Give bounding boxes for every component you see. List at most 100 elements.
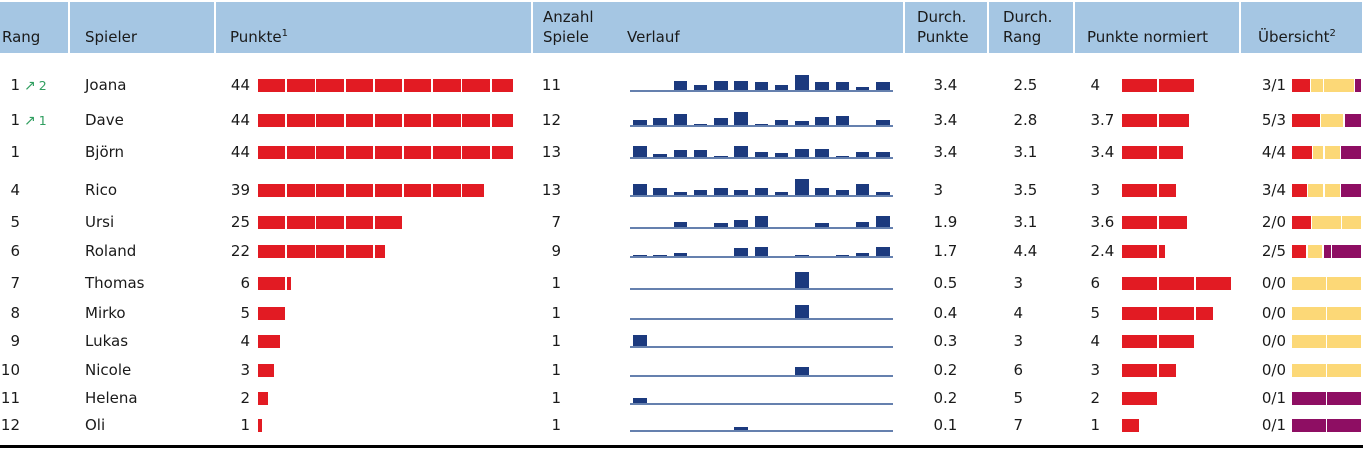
overview-segment bbox=[1321, 113, 1343, 127]
sparkline-bar bbox=[875, 192, 890, 195]
rank-change-value: 1 bbox=[38, 112, 47, 128]
overview-label: 3/4 bbox=[1261, 180, 1286, 199]
overview-bar bbox=[1292, 78, 1361, 92]
overview-bar bbox=[1292, 363, 1361, 377]
points-bar-segment bbox=[258, 183, 286, 197]
table-row: 1 ↗ 2 Joana 44 11 3.4 2.5 4 3/1 bbox=[0, 70, 1363, 101]
sparkline-bar bbox=[774, 192, 789, 195]
points-bar-segment bbox=[491, 78, 514, 92]
points-bar-segment bbox=[287, 276, 292, 290]
points-normalized-value-int: 2 bbox=[1090, 241, 1100, 260]
avg-points-value-int: 0 bbox=[933, 360, 943, 379]
overview-segment bbox=[1327, 306, 1361, 320]
avg-rank-value: 2.8 bbox=[1001, 105, 1037, 136]
col-header-durch-punkte: Durch. Punkte bbox=[905, 2, 987, 53]
points-bar bbox=[258, 276, 292, 290]
col-rang-label: Rang bbox=[2, 27, 41, 46]
sparkline-bar bbox=[673, 150, 688, 157]
sparkline-baseline bbox=[630, 288, 893, 290]
points-bar-segment bbox=[287, 145, 315, 159]
points-normalized-bar-segment bbox=[1122, 276, 1158, 290]
verlauf-sparkline bbox=[630, 358, 893, 377]
verlauf-sparkline bbox=[630, 239, 893, 258]
sparkline-bar bbox=[855, 184, 870, 195]
player-name: Joana bbox=[85, 75, 127, 94]
avg-points-value-frac: .4 bbox=[943, 142, 958, 161]
points-bar-segment bbox=[462, 78, 490, 92]
points-normalized-bar-segment bbox=[1122, 334, 1158, 348]
points-bar-segment bbox=[345, 113, 373, 127]
col-header-rang: Rang bbox=[0, 2, 68, 53]
player-name: Ursi bbox=[85, 212, 115, 231]
table-row: 12 Oli 1 1 0.1 7 1 0/1 bbox=[0, 410, 1363, 441]
rank-value: 12 bbox=[0, 415, 20, 434]
games-count: 1 bbox=[551, 415, 561, 434]
overview-label: 2/5 bbox=[1261, 241, 1286, 260]
points-normalized-bar-segment bbox=[1158, 306, 1195, 320]
sparkline-bar bbox=[754, 188, 769, 195]
points-normalized-bar-segment bbox=[1122, 306, 1158, 320]
rank-change: ↗ 1 bbox=[24, 105, 47, 136]
points-bar bbox=[258, 145, 514, 159]
col-verlauf-label: Verlauf bbox=[627, 27, 680, 46]
points-bar bbox=[258, 78, 514, 92]
points-value: 22 bbox=[230, 241, 250, 260]
rank-up-arrow-icon: ↗ bbox=[24, 77, 36, 94]
points-normalized-value-int: 3 bbox=[1090, 142, 1100, 161]
points-normalized-value-int: 4 bbox=[1090, 75, 1100, 94]
sparkline-baseline bbox=[630, 227, 893, 229]
points-bar-segment bbox=[316, 113, 344, 127]
sparkline-bar bbox=[673, 80, 688, 90]
points-bar-segment bbox=[287, 113, 315, 127]
avg-points-value-frac: .7 bbox=[943, 241, 958, 260]
avg-rank-value-int: 6 bbox=[1013, 360, 1023, 379]
points-value: 25 bbox=[230, 212, 250, 231]
points-normalized-bar-segment bbox=[1122, 145, 1158, 159]
player-name: Nicole bbox=[85, 360, 132, 379]
table-row: 1 ↗ 1 Dave 44 12 3.4 2.8 3.7 5/3 bbox=[0, 105, 1363, 136]
points-bar-segment bbox=[403, 113, 432, 127]
points-bar-segment bbox=[316, 145, 344, 159]
points-normalized-bar-segment bbox=[1122, 113, 1158, 127]
points-bar-segment bbox=[433, 78, 461, 92]
points-bar-segment bbox=[345, 215, 373, 229]
sparkline-bar bbox=[795, 75, 809, 90]
points-bar bbox=[258, 363, 274, 377]
avg-points-value: 0.4 bbox=[921, 298, 957, 329]
points-normalized-bar-segment bbox=[1158, 334, 1195, 348]
sparkline-baseline bbox=[630, 256, 893, 258]
points-bar bbox=[258, 183, 484, 197]
table-bottom-rule bbox=[0, 445, 1363, 448]
points-normalized-bar bbox=[1122, 306, 1213, 320]
table-row: 6 Roland 22 9 1.7 4.4 2.4 2/5 bbox=[0, 236, 1363, 267]
points-normalized-bar-segment bbox=[1158, 113, 1189, 127]
overview-bar bbox=[1292, 145, 1361, 159]
overview-segment bbox=[1292, 244, 1307, 258]
col-header-punkte: Punkte1 bbox=[216, 2, 531, 53]
games-count: 1 bbox=[551, 331, 561, 350]
avg-points-value-int: 0 bbox=[933, 415, 943, 434]
sparkline-bar bbox=[673, 221, 688, 227]
points-normalized-bar-segment bbox=[1122, 418, 1139, 432]
verlauf-sparkline bbox=[630, 210, 893, 229]
sparkline-bar bbox=[734, 427, 748, 430]
avg-rank-value: 3 bbox=[1001, 268, 1023, 299]
avg-points-value-int: 0 bbox=[933, 273, 943, 292]
sparkline-bar bbox=[693, 123, 708, 125]
avg-rank-value: 3.1 bbox=[1001, 137, 1037, 168]
points-normalized-value-frac: .6 bbox=[1100, 212, 1115, 231]
overview-label: 0/0 bbox=[1261, 331, 1286, 350]
sparkline-bar bbox=[734, 247, 748, 256]
sparkline-bar bbox=[714, 155, 728, 157]
points-normalized-value-int: 1 bbox=[1090, 415, 1100, 434]
sparkline-bar bbox=[875, 216, 890, 227]
avg-points-value-int: 3 bbox=[933, 75, 943, 94]
points-normalized-bar-segment bbox=[1158, 78, 1195, 92]
sparkline-bar bbox=[875, 151, 890, 157]
sparkline-bar bbox=[795, 178, 809, 195]
points-value: 5 bbox=[240, 303, 250, 322]
points-bar-segment bbox=[287, 244, 315, 258]
overview-segment bbox=[1327, 391, 1361, 405]
overview-segment bbox=[1312, 215, 1341, 229]
points-bar-segment bbox=[258, 113, 286, 127]
